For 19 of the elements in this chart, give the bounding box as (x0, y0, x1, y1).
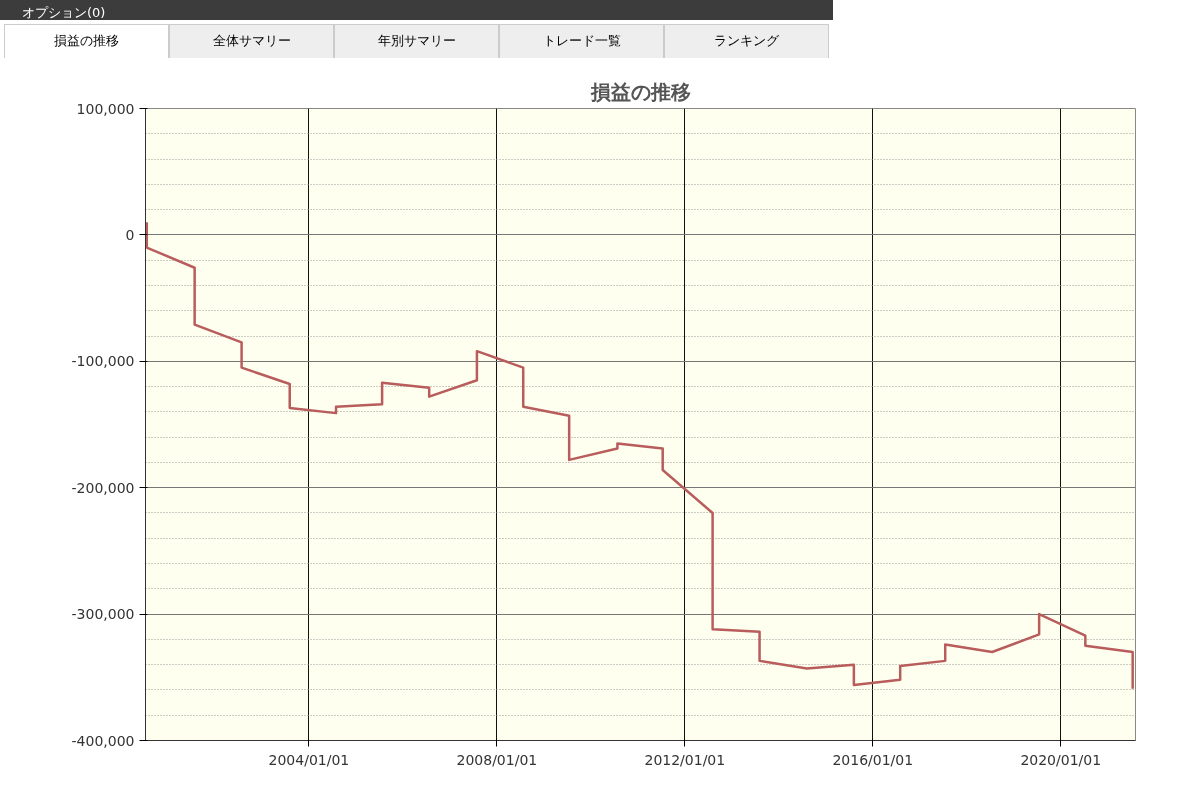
x-tick-label: 2012/01/01 (644, 751, 726, 768)
text: 年別サマリー (334, 24, 499, 58)
text: オプション(0) (0, 0, 833, 20)
chart-title: 損益の推移 (589, 79, 691, 104)
y-tick-label: -400,000 (71, 732, 135, 749)
text: 全体サマリー (169, 24, 334, 58)
y-tick-label: 0 (125, 226, 135, 243)
y-tick-label: -300,000 (71, 606, 135, 623)
y-tick-label: -200,000 (71, 479, 135, 496)
x-tick-label: 2008/01/01 (456, 751, 538, 768)
x-tick-label: 2016/01/01 (832, 751, 914, 768)
x-tick-label: 2020/01/01 (1020, 751, 1102, 768)
text: 損益の推移 (4, 24, 169, 58)
text: トレード一覧 (499, 24, 664, 58)
x-tick-label: 2004/01/01 (268, 751, 350, 768)
y-tick-label: -100,000 (71, 353, 135, 370)
text: ランキング (664, 24, 829, 58)
y-tick-label: 100,000 (76, 100, 135, 117)
line-series (145, 221, 1134, 690)
